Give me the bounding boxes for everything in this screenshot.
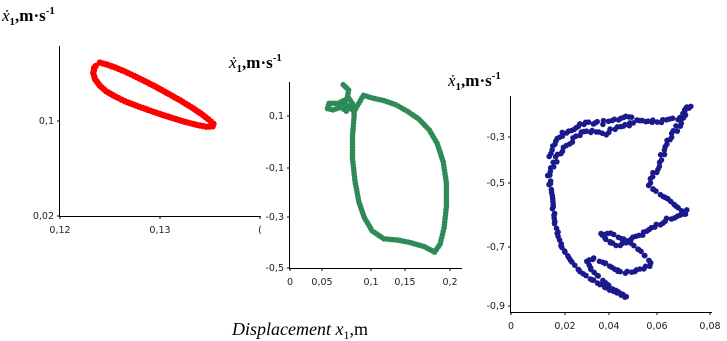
data-point <box>673 123 679 129</box>
data-point <box>597 259 603 265</box>
x-tick-label: ( <box>258 225 262 236</box>
data-point <box>552 211 558 217</box>
x-tick-label: 0,02 <box>554 321 575 332</box>
data-point <box>549 187 555 193</box>
data-point <box>347 103 353 109</box>
ticks-panel-2: 0,1 -0,1 -0,3 -0,50 0,05 0,1 0,15 0,2 <box>265 111 457 288</box>
panel-navy-curve: ẋ1,m·s-1 -0,3 -0,5 -0,7 -0,90 0,02 0,04 0,06 0,… <box>447 70 721 332</box>
x-tick-label: 0,1 <box>363 277 378 288</box>
y-tick-label: -0,3 <box>486 132 505 143</box>
data-point <box>576 267 582 273</box>
x-tick-label: 0,13 <box>149 225 170 236</box>
data-point <box>595 273 601 279</box>
ticks-panel-3: -0,3 -0,5 -0,7 -0,90 0,02 0,04 0,06 0,08 <box>486 132 720 332</box>
data-point <box>646 183 652 189</box>
data-point <box>594 119 600 125</box>
data-point <box>669 216 675 222</box>
data-point <box>601 118 607 124</box>
data-point <box>623 270 629 276</box>
panel-red-ellipse: ẋ1,m·s-1 0,02 0,1 0,12 0,13 ( <box>1 5 262 236</box>
x-tick-label: 0 <box>287 277 293 288</box>
data-point <box>670 116 676 122</box>
panel-green-loop: ẋ1,m·s-1 0,1 -0,1 -0,3 -0,50 0,05 0,1 0,15 0,2 <box>228 52 462 288</box>
data-point <box>653 188 659 194</box>
x-tick-label: 0,05 <box>311 277 332 288</box>
y-tick-label: -0,1 <box>265 163 284 174</box>
y-axis-label-panel-3: ẋ1,m·s-1 <box>447 70 501 93</box>
scatter-series-green <box>325 82 450 255</box>
data-point <box>658 152 664 158</box>
x-tick-label: 0,12 <box>49 225 70 236</box>
data-point <box>630 120 636 126</box>
y-tick-label: -0,7 <box>486 242 505 253</box>
y-tick-label: 0,1 <box>269 111 284 122</box>
scatter-series-red <box>90 59 217 130</box>
y-tick-label: 0,1 <box>39 116 54 127</box>
x-tick-label: 0,15 <box>394 277 415 288</box>
data-point <box>607 126 613 132</box>
y-axis-label-panel-1: ẋ1,m·s-1 <box>1 5 55 28</box>
y-tick-label: 0,02 <box>33 211 54 222</box>
y-tick-label: -0,9 <box>486 301 505 312</box>
data-point <box>554 159 560 165</box>
data-point <box>92 63 98 69</box>
x-tick-label: 0 <box>508 321 514 332</box>
scatter-series-navy <box>545 104 694 300</box>
axes-panel-2 <box>290 82 463 269</box>
data-point <box>642 253 648 259</box>
data-point <box>586 119 592 125</box>
ticks-panel-1: 0,02 0,1 0,12 0,13 ( <box>33 116 262 236</box>
y-axis-label-panel-2: ẋ1,m·s-1 <box>228 52 282 75</box>
x-tick-label: 0,04 <box>598 321 619 332</box>
x-axis-label: Displacement x1,m <box>231 319 368 341</box>
x-tick-label: 0,06 <box>646 321 667 332</box>
y-tick-label: -0,5 <box>486 178 505 189</box>
data-point <box>629 114 635 120</box>
data-point <box>608 240 614 246</box>
y-tick-label: -0,3 <box>265 212 284 223</box>
x-tick-label: 0,2 <box>442 277 457 288</box>
y-tick-label: -0,5 <box>265 263 284 274</box>
x-tick-label: 0,08 <box>699 321 720 332</box>
data-point <box>588 276 594 282</box>
data-point <box>548 178 554 184</box>
